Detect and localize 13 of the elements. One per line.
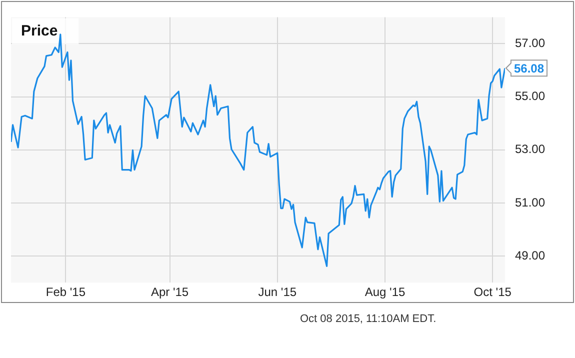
y-tick-label: 49.00	[514, 248, 546, 262]
y-tick-label: 51.00	[514, 195, 546, 210]
x-tick-label: Aug '15	[364, 285, 406, 300]
x-tick-label: Apr '15	[150, 285, 189, 300]
annotation: 56.08	[514, 61, 544, 76]
x-tick-label: Oct '15	[474, 285, 512, 300]
y-tick-label: 53.00	[514, 142, 546, 156]
y-tick-label: 57.00	[514, 36, 546, 50]
x-tick-label: Jun '15	[258, 285, 297, 300]
text: Oct 08 2015, 11:10AM EDT.	[300, 313, 436, 325]
y-tick-label: 55.00	[514, 89, 546, 104]
chart-title: Price	[21, 22, 58, 40]
x-tick-label: Feb '15	[46, 285, 86, 300]
